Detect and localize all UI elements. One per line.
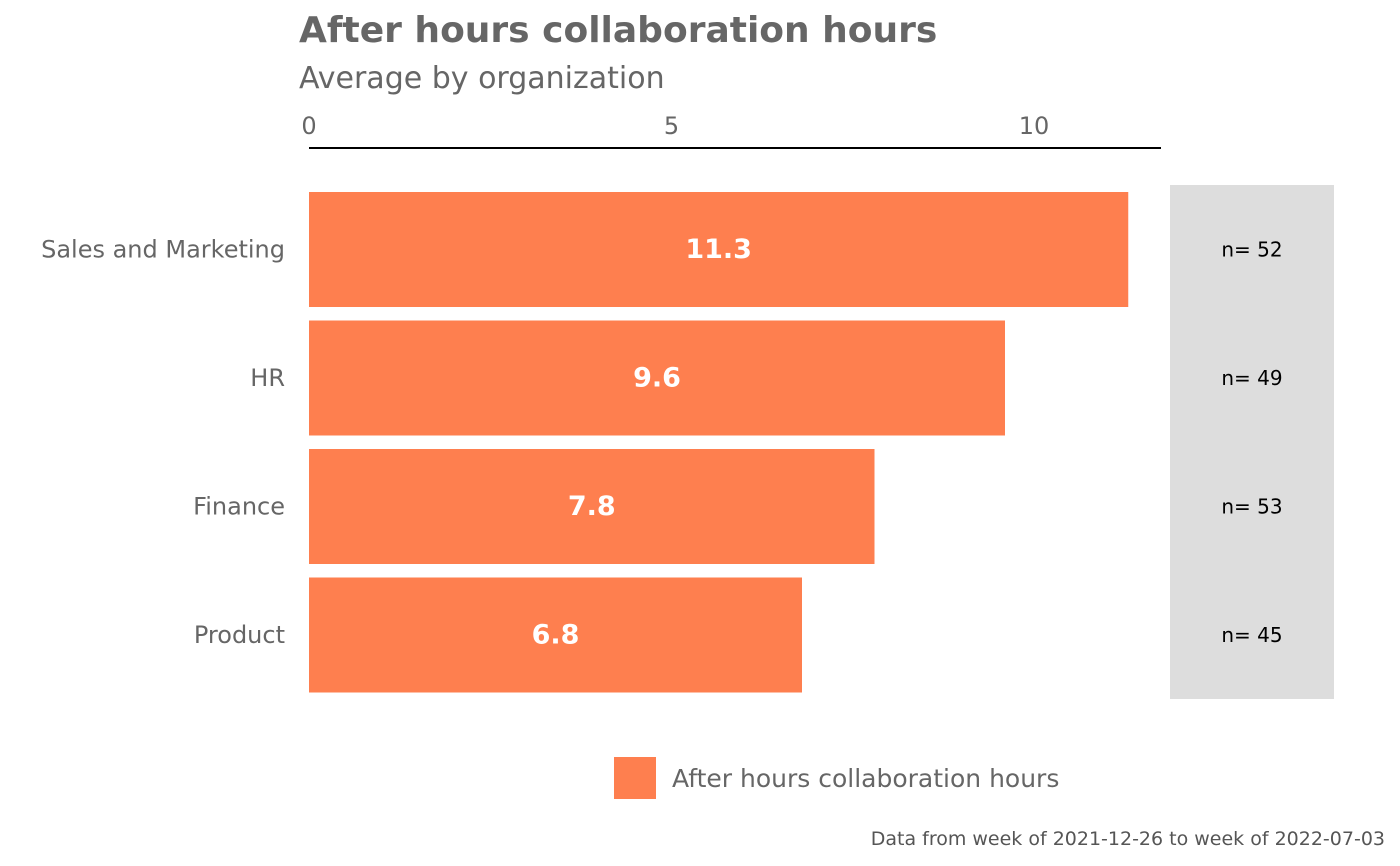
bar — [309, 449, 875, 564]
chart-subtitle: Average by organization — [299, 61, 665, 96]
bar — [309, 577, 802, 693]
x-tick-label: 5 — [664, 112, 679, 140]
bar — [309, 192, 1129, 307]
legend-label: After hours collaboration hours — [672, 764, 1059, 793]
bar — [309, 320, 1005, 436]
legend-swatch — [614, 757, 656, 799]
bars: 11.3 9.6 7.8 6.8 — [309, 192, 1129, 693]
sample-size-labels: n= 52 n= 49 n= 53 n= 45 — [1221, 238, 1282, 648]
chart-title: After hours collaboration hours — [299, 10, 937, 51]
sample-size-label: n= 53 — [1221, 495, 1282, 519]
legend: After hours collaboration hours — [614, 757, 1059, 799]
chart-caption: Data from week of 2021-12-26 to week of … — [871, 828, 1385, 850]
bar-value-label: 9.6 — [633, 363, 681, 394]
x-tick-label: 10 — [1019, 112, 1050, 140]
bar-value-label: 11.3 — [685, 234, 752, 265]
sample-size-label: n= 45 — [1221, 623, 1282, 647]
bar-value-label: 7.8 — [568, 491, 616, 522]
x-tick-label: 0 — [301, 112, 316, 140]
category-labels: Sales and Marketing HR Finance Product — [41, 236, 285, 650]
sample-size-panel — [1170, 185, 1334, 699]
x-axis: 0 5 10 — [301, 112, 1161, 149]
category-label: Finance — [193, 493, 285, 521]
category-label: Sales and Marketing — [41, 236, 285, 264]
category-label: Product — [194, 621, 285, 649]
sample-size-label: n= 49 — [1221, 366, 1282, 390]
sample-size-label: n= 52 — [1221, 238, 1282, 262]
bar-value-label: 6.8 — [532, 620, 580, 651]
category-label: HR — [250, 364, 285, 392]
